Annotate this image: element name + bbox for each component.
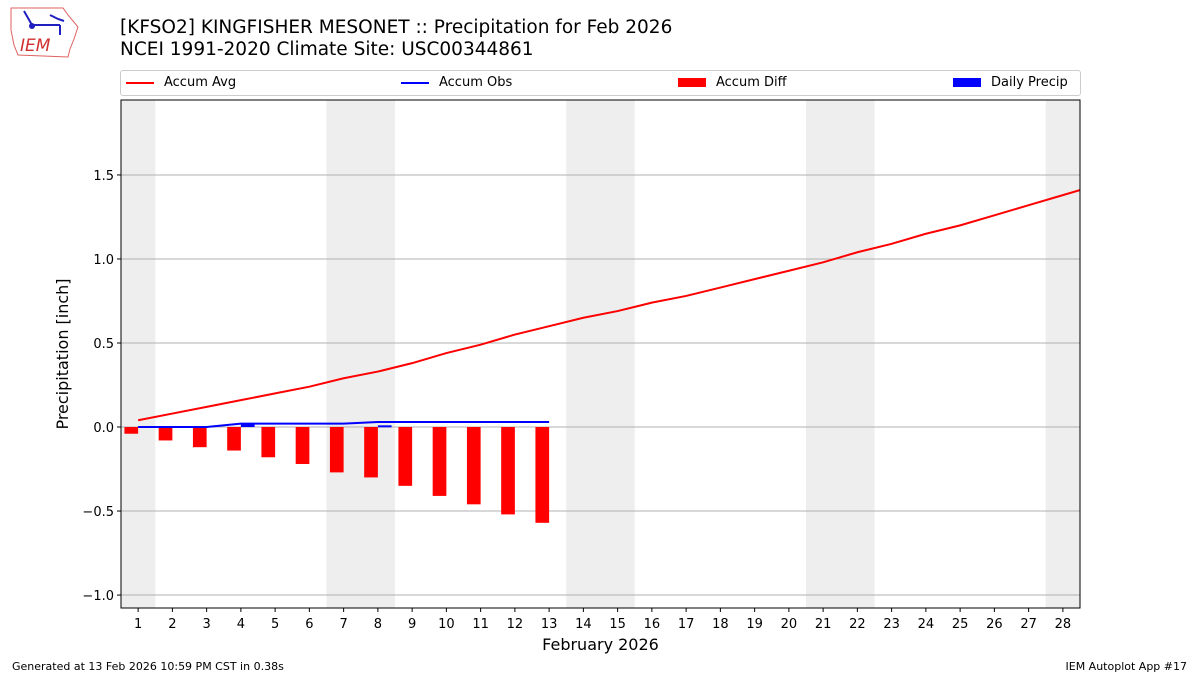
- x-axis-label: February 2026: [542, 635, 659, 654]
- plot-frame: [120, 99, 1081, 609]
- x-tick-label: 24: [918, 617, 935, 632]
- accum-diff-bar: [501, 427, 515, 515]
- weekend-shade: [326, 100, 395, 608]
- x-tick-label: 26: [986, 617, 1003, 632]
- y-tick-label: 1.0: [93, 253, 114, 268]
- x-tick-label: 13: [541, 617, 558, 632]
- y-tick-label: 0.0: [93, 421, 114, 436]
- accum-diff-bar: [364, 427, 378, 478]
- x-tick-label: 21: [815, 617, 832, 632]
- accum-diff-bar: [535, 427, 550, 523]
- y-tick-label: 1.5: [93, 169, 114, 184]
- x-tick-label: 23: [883, 617, 900, 632]
- x-tick-label: 15: [609, 617, 626, 632]
- accum-diff-bar: [432, 427, 447, 496]
- iem-logo: IEM: [10, 7, 79, 58]
- y-axis-label: Precipitation [inch]: [53, 278, 72, 429]
- x-tick-label: 11: [472, 617, 489, 632]
- accum-diff-bar: [398, 427, 413, 486]
- weekend-shade: [121, 100, 156, 608]
- chart-subtitle: NCEI 1991-2020 Climate Site: USC00344861: [120, 39, 534, 60]
- x-tick-label: 6: [305, 617, 313, 632]
- x-tick-label: 20: [781, 617, 798, 632]
- footer-app: IEM Autoplot App #17: [1065, 660, 1188, 673]
- accum-diff-bar: [124, 427, 139, 434]
- legend-accum-obs: Accum Obs: [401, 75, 512, 90]
- x-tick-label: 5: [271, 617, 279, 632]
- accum-obs-line: [138, 420, 550, 429]
- x-tick-label: 27: [1020, 617, 1037, 632]
- x-tick-label: 12: [507, 617, 524, 632]
- x-tick-label: 3: [202, 617, 210, 632]
- legend-daily-precip: Daily Precip: [953, 75, 1068, 90]
- daily-precip-bar: [377, 425, 392, 428]
- x-tick-label: 22: [849, 617, 866, 632]
- accum-diff-bar: [261, 427, 276, 458]
- accum-diff-bar: [192, 427, 207, 448]
- x-tick-label: 25: [952, 617, 969, 632]
- x-tick-label: 14: [575, 617, 592, 632]
- legend: Accum Avg Accum Obs Accum Diff Daily Pre…: [120, 70, 1081, 96]
- footer-generated: Generated at 13 Feb 2026 10:59 PM CST in…: [12, 660, 284, 673]
- x-tick-label: 10: [438, 617, 455, 632]
- weekend-shade: [806, 100, 875, 608]
- accum-avg-line: [137, 189, 1080, 422]
- weekend-shade: [566, 100, 635, 608]
- accum-diff-bar: [227, 427, 241, 451]
- legend-accum-diff: Accum Diff: [678, 75, 787, 90]
- legend-accum-avg: Accum Avg: [126, 75, 236, 90]
- x-tick-label: 16: [644, 617, 661, 632]
- accum-diff-bar: [329, 427, 344, 473]
- x-tick-label: 28: [1055, 617, 1072, 632]
- daily-precip-bar: [240, 423, 255, 428]
- accum-diff-bar: [158, 427, 173, 441]
- x-tick-label: 2: [168, 617, 176, 632]
- x-tick-label: 18: [712, 617, 729, 632]
- svg-text:IEM: IEM: [20, 36, 51, 56]
- x-tick-label: 17: [678, 617, 695, 632]
- x-tick-label: 7: [339, 617, 347, 632]
- x-tick-label: 4: [237, 617, 245, 632]
- accum-diff-bar: [295, 427, 310, 464]
- y-tick-label: −0.5: [82, 505, 114, 520]
- x-tick-label: 1: [134, 617, 142, 632]
- chart-title: [KFSO2] KINGFISHER MESONET :: Precipitat…: [120, 17, 673, 38]
- x-tick-label: 9: [408, 617, 416, 632]
- x-tick-label: 8: [374, 617, 382, 632]
- x-tick-label: 19: [746, 617, 763, 632]
- accum-diff-bar: [466, 427, 481, 505]
- weekend-shade: [1045, 100, 1080, 608]
- y-tick-label: 0.5: [93, 337, 114, 352]
- y-tick-label: −1.0: [82, 589, 114, 604]
